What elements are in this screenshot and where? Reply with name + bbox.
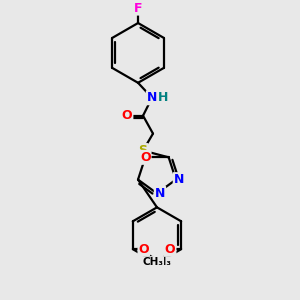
Text: F: F bbox=[134, 2, 142, 15]
Text: N: N bbox=[147, 91, 157, 104]
Text: N: N bbox=[155, 187, 165, 200]
Text: CH₃: CH₃ bbox=[151, 257, 172, 267]
Text: O: O bbox=[140, 151, 151, 164]
Text: CH₃: CH₃ bbox=[142, 257, 163, 267]
Text: N: N bbox=[174, 173, 184, 186]
Text: S: S bbox=[139, 144, 148, 157]
Text: O: O bbox=[122, 109, 132, 122]
Text: O: O bbox=[139, 243, 149, 256]
Text: H: H bbox=[158, 91, 168, 104]
Text: O: O bbox=[165, 243, 175, 256]
